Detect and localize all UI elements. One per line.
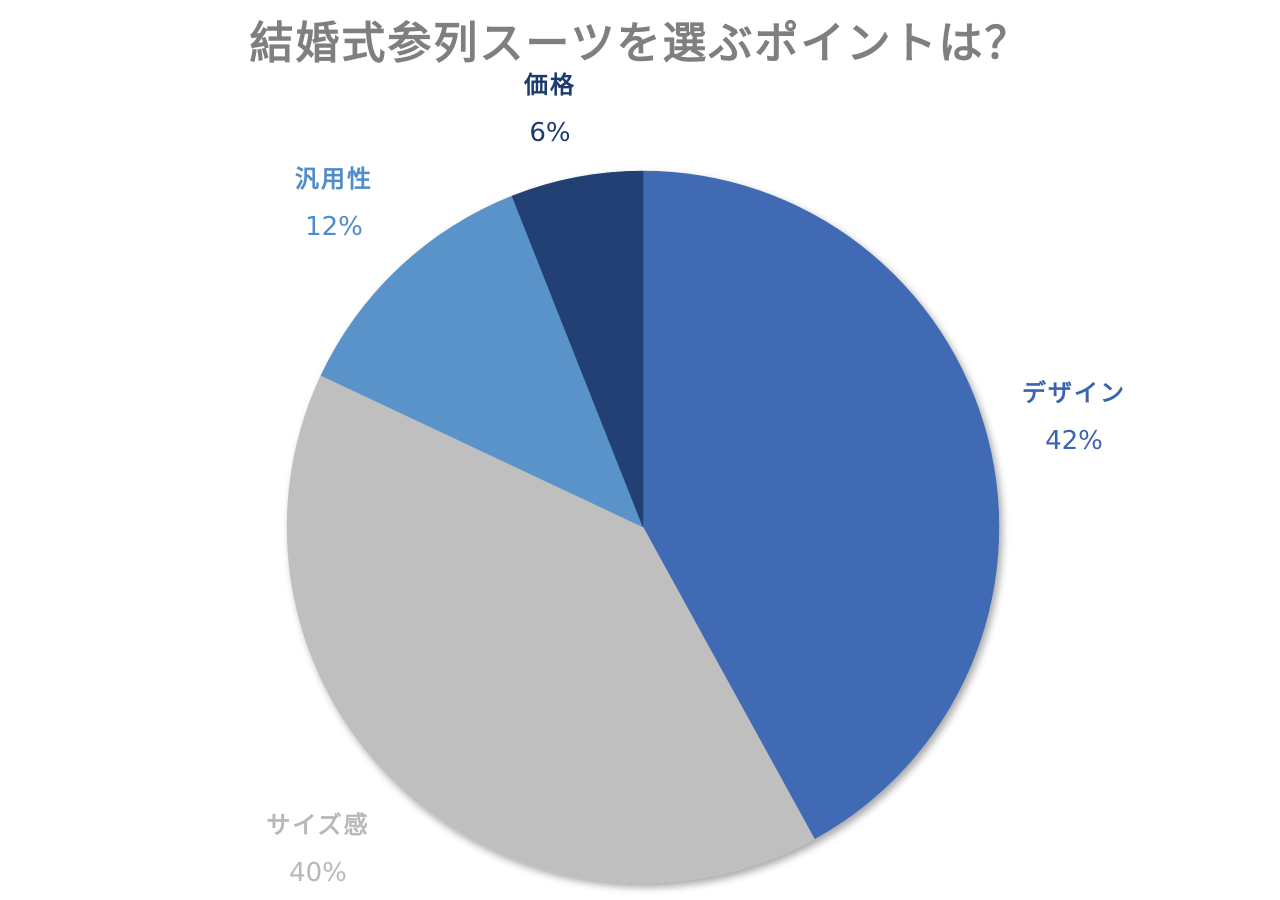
label-size-category: サイズ感 <box>266 811 370 839</box>
label-versatility: 汎用性 12% <box>234 164 434 242</box>
slice-design <box>642 170 1000 840</box>
label-versatility-category: 汎用性 <box>295 165 373 193</box>
label-price: 価格 6% <box>450 70 650 148</box>
label-size-percent: 40% <box>289 858 347 888</box>
label-design-category: デザイン <box>1022 379 1126 407</box>
pie-slices <box>286 170 1000 884</box>
chart-title: 結婚式参列スーツを選ぶポイントは？ <box>249 18 1031 69</box>
slice-versatility <box>320 195 644 528</box>
label-price-category: 価格 <box>524 71 576 99</box>
label-design-percent: 42% <box>1045 426 1103 456</box>
label-design: デザイン 42% <box>974 378 1174 456</box>
label-size: サイズ感 40% <box>218 810 418 888</box>
label-price-percent: 6% <box>529 118 571 148</box>
label-versatility-percent: 12% <box>305 212 363 242</box>
slice-price <box>511 170 644 528</box>
slice-size <box>286 375 815 884</box>
